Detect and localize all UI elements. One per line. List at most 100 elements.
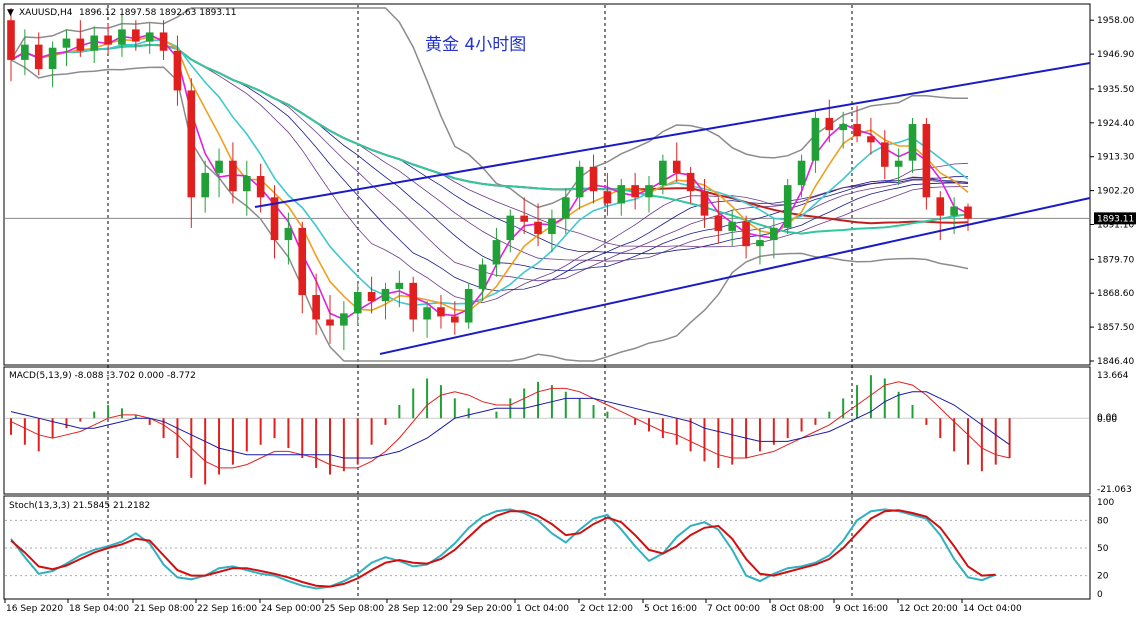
candle-body[interactable] [603, 191, 612, 204]
moving-average-layer [10, 33, 969, 321]
candle-body[interactable] [520, 215, 528, 222]
candle-body[interactable] [173, 50, 182, 91]
price-axis-label: 1846.40 [1097, 357, 1134, 367]
candle-body[interactable] [964, 206, 972, 219]
candle-body[interactable] [312, 295, 320, 320]
candle-body[interactable] [714, 215, 723, 231]
candle-body[interactable] [7, 20, 15, 60]
chart-annotation: 黄金 4小时图 [425, 35, 526, 55]
candle-body[interactable] [353, 291, 362, 314]
candle-body[interactable] [645, 185, 653, 198]
candle-body[interactable] [62, 38, 71, 48]
candle-body[interactable] [617, 185, 626, 204]
candle-body[interactable] [229, 160, 237, 192]
collapse-arrow-icon[interactable]: ▼ [7, 8, 14, 18]
candle-body[interactable] [464, 288, 473, 323]
trendline-layer[interactable] [254, 62, 1091, 355]
candle-body[interactable] [21, 44, 29, 60]
candle-body[interactable] [104, 35, 112, 45]
candle-body[interactable] [76, 38, 85, 51]
candle-body[interactable] [298, 227, 307, 296]
price-panel[interactable] [3, 3, 1091, 366]
symbol-label: XAUUSD,H4 [19, 8, 73, 18]
candle-body[interactable] [201, 172, 209, 198]
candle-body[interactable] [423, 307, 431, 320]
macd-layer [10, 375, 1011, 485]
candle-body[interactable] [756, 240, 764, 247]
candle-body[interactable] [853, 124, 861, 137]
ma-magenta-line [10, 33, 969, 321]
candle-body[interactable] [922, 124, 931, 198]
lower-trendline[interactable] [379, 197, 1091, 355]
candle-body[interactable] [506, 215, 515, 241]
candle-body[interactable] [728, 221, 737, 231]
candle-body[interactable] [880, 142, 889, 167]
candle-body[interactable] [811, 117, 820, 161]
candle-body[interactable] [326, 319, 334, 326]
macd-axis-label: 13.664 [1097, 371, 1129, 381]
candle-body[interactable] [478, 264, 487, 289]
candle-body[interactable] [936, 197, 945, 216]
candle-body[interactable] [132, 29, 140, 42]
candle-body[interactable] [381, 288, 390, 302]
candle-body[interactable] [686, 172, 695, 192]
candle-body[interactable] [659, 160, 667, 186]
candle-body[interactable] [534, 221, 542, 234]
candle-body[interactable] [118, 29, 126, 45]
candle-body[interactable] [34, 44, 43, 70]
price-axis-label: 1879.70 [1097, 255, 1134, 265]
candle-body[interactable] [631, 185, 639, 198]
candle-body[interactable] [395, 282, 404, 289]
stoch-main-line [10, 508, 997, 590]
candle-body[interactable] [159, 32, 168, 51]
candle-body[interactable] [492, 240, 501, 265]
candle-body[interactable] [284, 227, 293, 241]
macd-axis-label: 0.00 [1097, 415, 1117, 425]
candle-body[interactable] [187, 90, 196, 198]
candle-body[interactable] [908, 124, 917, 161]
upper-trendline[interactable] [254, 62, 1091, 208]
candle-layer[interactable] [7, 8, 972, 351]
candle-body[interactable] [839, 124, 847, 131]
candle-body[interactable] [48, 47, 57, 70]
candle-body[interactable] [256, 175, 265, 198]
candle-body[interactable] [672, 160, 681, 173]
candle-body[interactable] [548, 218, 556, 234]
price-axis-label: 1924.40 [1097, 119, 1134, 129]
candle-body[interactable] [742, 221, 750, 247]
stoch-axis-label: 20 [1097, 572, 1109, 582]
candle-body[interactable] [145, 32, 154, 42]
candle-body[interactable] [561, 197, 570, 219]
price-axis-label: 1958.00 [1097, 16, 1134, 26]
candle-body[interactable] [215, 160, 223, 173]
candle-body[interactable] [90, 35, 99, 51]
candle-body[interactable] [451, 316, 459, 323]
ma-orange-line [10, 35, 969, 312]
time-axis-label: 29 Sep 20:00 [452, 604, 512, 614]
candle-body[interactable] [867, 136, 875, 143]
stoch-layer [10, 508, 997, 590]
time-axis-label: 1 Oct 04:00 [516, 604, 569, 614]
candle-body[interactable] [894, 160, 903, 167]
candle-body[interactable] [797, 160, 806, 186]
candle-body[interactable] [242, 175, 251, 192]
candle-body[interactable] [700, 191, 709, 216]
time-axis-label: 7 Oct 00:00 [707, 604, 760, 614]
candle-body[interactable] [270, 197, 279, 241]
candle-body[interactable] [950, 206, 958, 216]
candle-body[interactable] [367, 291, 376, 302]
candle-body[interactable] [825, 117, 834, 131]
candle-body[interactable] [340, 313, 348, 326]
candle-body[interactable] [589, 166, 598, 192]
macd-axis-label: 0.00 [1097, 413, 1117, 423]
candle-body[interactable] [770, 227, 778, 241]
stoch-axis-label: 100 [1097, 498, 1114, 508]
candle-body[interactable] [437, 307, 445, 317]
candle-body[interactable] [783, 185, 792, 228]
time-axis-label: 12 Oct 20:00 [899, 604, 958, 614]
time-axis-label: 24 Sep 00:00 [261, 604, 321, 614]
candle-body[interactable] [409, 282, 418, 320]
candle-body[interactable] [575, 166, 584, 198]
macd-panel[interactable] [3, 366, 1091, 495]
